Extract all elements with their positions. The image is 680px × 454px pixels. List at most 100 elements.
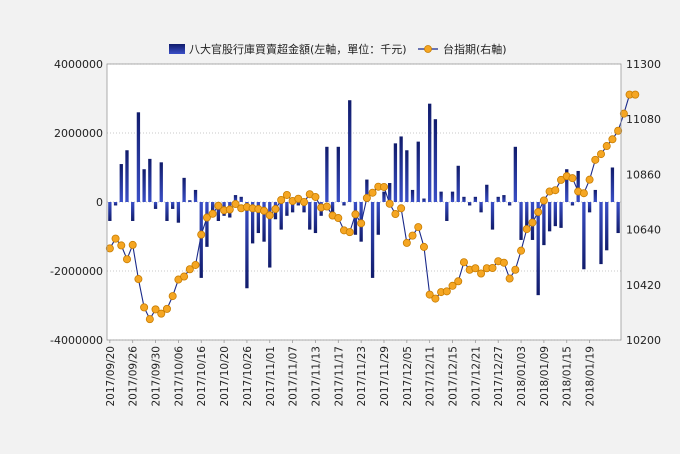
bar (467, 202, 472, 206)
line-point (145, 315, 154, 324)
legend-line-marker (424, 45, 432, 53)
line-point (568, 174, 577, 183)
line-point (197, 230, 206, 239)
bar (176, 202, 181, 223)
line-point (362, 193, 371, 202)
x-tick-label: 2017/12/05 (402, 346, 414, 407)
left-tick-label: -4000000 (50, 334, 103, 347)
legend-bar-swatch (169, 44, 185, 54)
line-point (597, 150, 606, 159)
line-point (511, 265, 520, 274)
line-point (614, 126, 623, 135)
line-point (180, 272, 189, 281)
line-point (459, 258, 468, 267)
line-point (322, 202, 331, 211)
bar (513, 146, 518, 202)
line-point (260, 206, 269, 215)
bar (342, 202, 346, 206)
line-point (414, 223, 423, 232)
x-tick-label: 2017/12/11 (425, 346, 437, 407)
line-point (608, 135, 617, 144)
line-point (454, 277, 463, 286)
line-point (157, 309, 166, 318)
x-tick-label: 2017/10/26 (242, 346, 254, 407)
bar (490, 202, 495, 230)
line-point (539, 196, 548, 205)
line-point (402, 238, 411, 247)
bar (348, 100, 352, 202)
plot-area (107, 64, 621, 340)
line-point (585, 175, 594, 184)
line-point (448, 281, 457, 290)
line-point (334, 214, 343, 223)
line-point (528, 218, 537, 227)
line-point (477, 269, 486, 278)
bar (496, 196, 500, 202)
bar (605, 202, 609, 251)
x-tick-label: 2017/11/01 (265, 346, 277, 407)
line-point (277, 195, 286, 204)
bar (593, 189, 597, 202)
line-point (368, 188, 377, 197)
plot-frame (106, 63, 622, 341)
bar (422, 198, 426, 202)
bar (250, 202, 255, 244)
line-point (631, 90, 640, 99)
left-tick-label: -2000000 (50, 265, 103, 278)
x-tick-label: 2017/12/21 (470, 346, 482, 407)
x-tick-label: 2017/10/06 (173, 346, 185, 407)
bar (525, 202, 529, 227)
bar (382, 191, 386, 202)
x-tick-label: 2018/01/03 (516, 346, 528, 407)
line-point (271, 205, 280, 214)
bar (519, 202, 523, 240)
line-point (619, 109, 628, 118)
line-point (397, 204, 406, 213)
bar (473, 196, 478, 202)
bar (582, 202, 586, 270)
bar (462, 196, 466, 202)
bar (485, 184, 489, 202)
line-point (214, 201, 223, 210)
bar (279, 202, 283, 230)
x-tick-label: 2017/11/13 (310, 346, 322, 407)
x-tick-label: 2018/01/09 (539, 346, 551, 407)
x-tick-label: 2017/09/26 (128, 346, 140, 407)
bar (599, 202, 603, 265)
bar (148, 158, 152, 202)
line-point (505, 274, 514, 283)
bar (119, 164, 123, 202)
line-point (591, 155, 600, 164)
bar (210, 202, 215, 213)
bar (547, 202, 552, 232)
bar (313, 202, 318, 234)
line-point (488, 263, 497, 272)
bar (330, 202, 335, 213)
bar (393, 143, 398, 202)
bar (433, 119, 438, 202)
bar (405, 150, 409, 202)
bar (245, 202, 249, 289)
bar (450, 191, 455, 202)
line-point (351, 210, 360, 219)
bar (268, 202, 272, 268)
bar (290, 202, 295, 213)
line-point (191, 260, 200, 269)
line-point (345, 228, 354, 237)
legend: 八大官股行庫買賣超金額(左軸，單位：千元) 台指期(右軸) (169, 42, 507, 56)
bar (302, 202, 306, 213)
legend-line-label: 台指期(右軸) (443, 42, 507, 56)
right-tick-label: 11300 (626, 58, 661, 71)
line-point (391, 210, 400, 219)
right-tick-label: 11080 (626, 113, 661, 126)
x-tick-label: 2018/01/19 (585, 346, 597, 407)
x-tick-label: 2017/11/29 (379, 346, 391, 407)
bar (171, 202, 175, 209)
bar (262, 202, 266, 242)
bar (108, 202, 112, 221)
line-point (231, 200, 240, 209)
line-point (551, 186, 560, 195)
line-point (408, 231, 417, 240)
